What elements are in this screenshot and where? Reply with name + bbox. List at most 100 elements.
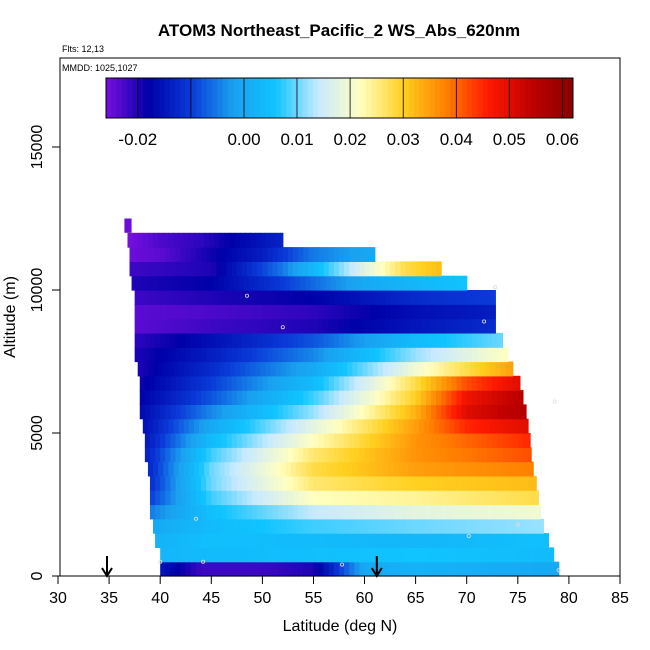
heat-cell	[451, 304, 458, 320]
heat-cell	[369, 347, 376, 363]
heat-cell	[344, 332, 350, 348]
heat-cell	[236, 404, 243, 420]
heat-cell	[379, 404, 386, 420]
heat-cell	[415, 533, 422, 548]
heat-cell	[241, 375, 248, 391]
heat-cell	[147, 418, 154, 434]
heat-cell	[267, 404, 274, 420]
heat-cell	[287, 404, 294, 420]
heat-cell	[303, 290, 309, 305]
heat-cell	[492, 433, 498, 448]
heat-cell	[388, 461, 394, 477]
heat-cell	[170, 347, 177, 363]
heat-cell	[170, 561, 177, 577]
heat-cell	[374, 404, 381, 420]
heat-cell	[517, 390, 524, 405]
heat-cell	[255, 361, 261, 377]
heat-cell	[211, 304, 217, 320]
heat-cell	[507, 475, 514, 491]
heat-cell	[354, 475, 361, 491]
heat-cell	[369, 318, 376, 334]
heat-cell	[400, 404, 407, 420]
heat-cell	[188, 461, 195, 477]
heat-cell	[158, 418, 164, 434]
heat-cell	[211, 332, 217, 348]
heat-cell	[441, 404, 447, 420]
heat-cell	[415, 347, 422, 363]
heat-cell	[328, 533, 335, 548]
heat-cell	[415, 547, 422, 563]
heat-cell	[153, 232, 159, 248]
heat-cell	[236, 447, 243, 463]
sample-point	[201, 559, 206, 564]
heat-cell	[173, 461, 180, 477]
heat-cell	[482, 404, 488, 420]
heat-cell	[229, 418, 236, 434]
heat-cell	[185, 261, 192, 277]
heat-cell	[384, 547, 391, 563]
heat-cell	[226, 347, 233, 363]
heat-cell	[267, 375, 274, 391]
heat-cell	[464, 361, 471, 377]
heat-cell	[405, 447, 412, 463]
heat-cell	[384, 347, 391, 363]
heat-cell	[451, 533, 458, 548]
heat-cell	[221, 347, 228, 363]
heat-cell	[160, 561, 166, 577]
heat-cell	[134, 332, 141, 348]
heat-cell	[495, 518, 502, 534]
heat-cell	[459, 361, 466, 377]
heat-cell	[528, 433, 531, 448]
heat-cell	[280, 361, 287, 377]
heat-cell	[388, 361, 394, 377]
heat-cell	[487, 490, 493, 506]
heat-cell	[142, 232, 149, 248]
heat-cell	[418, 461, 425, 477]
heat-cell	[139, 304, 146, 320]
heat-cell	[188, 361, 195, 377]
heat-cell	[185, 404, 192, 420]
heat-cell	[384, 261, 391, 277]
heat-cell	[282, 290, 289, 305]
colorbar-segment	[371, 78, 378, 118]
heat-cell	[497, 390, 504, 405]
heat-cell	[487, 504, 493, 520]
heat-cell	[236, 261, 243, 277]
heat-cell	[379, 347, 386, 363]
x-tick-label: 80	[560, 590, 578, 607]
heat-cell	[374, 261, 381, 277]
heat-cell	[296, 461, 302, 477]
heat-cell	[415, 561, 422, 577]
colorbar-segment	[339, 78, 346, 118]
heat-cell	[272, 447, 279, 463]
heat-cell	[469, 461, 476, 477]
heat-cell	[241, 547, 248, 563]
heat-cell	[214, 361, 221, 377]
heat-cell	[507, 490, 514, 506]
heat-cell	[252, 332, 258, 348]
colorbar-segment	[217, 78, 224, 118]
heat-cell	[339, 490, 345, 506]
heat-cell	[466, 347, 473, 363]
heat-cell	[328, 433, 335, 448]
heat-cell	[505, 461, 512, 477]
heat-cell	[139, 332, 146, 348]
heat-cell	[218, 275, 225, 291]
heat-cell	[234, 518, 241, 534]
heat-cell	[155, 475, 161, 491]
heat-cell	[303, 332, 309, 348]
heat-cell	[339, 247, 345, 262]
heat-cell	[308, 375, 315, 391]
heat-cell	[492, 447, 498, 463]
heat-cell	[454, 518, 461, 534]
colorbar-segment	[265, 78, 272, 118]
heat-cell	[502, 561, 509, 577]
heat-cell	[290, 418, 297, 434]
heat-cell	[349, 433, 355, 448]
heat-cell	[272, 490, 279, 506]
heat-cell	[398, 461, 404, 477]
heat-cell	[216, 533, 223, 548]
heat-cell	[487, 304, 493, 320]
heat-cell	[425, 533, 432, 548]
heat-cell	[502, 433, 509, 448]
